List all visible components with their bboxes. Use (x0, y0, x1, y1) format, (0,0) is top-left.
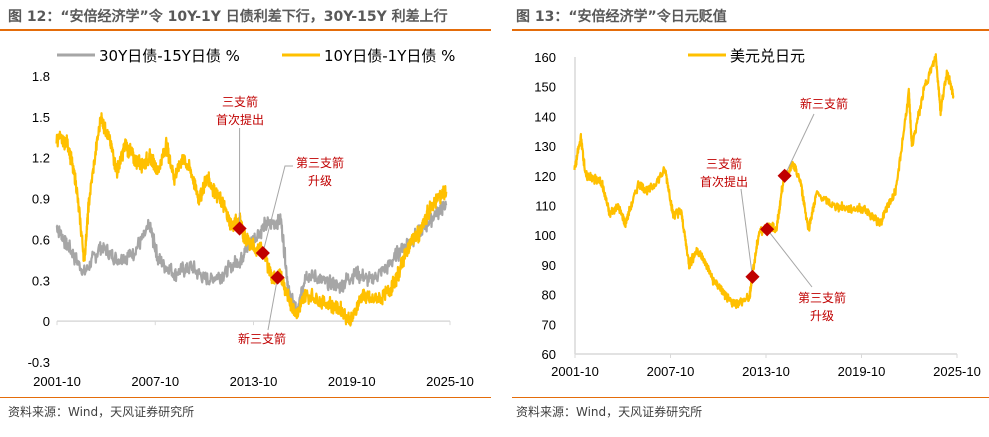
right-source: 资料来源：Wind，天风证券研究所 (516, 405, 703, 419)
y-tick-label: 90 (542, 258, 556, 273)
left-chart: 1.8 1.5 1.2 0.9 0.6 0.3 0 -0.3 2001-10 2007-10 201… (28, 47, 474, 389)
y-tick-label: 1.2 (32, 151, 50, 166)
y-tick-label: 140 (534, 109, 556, 124)
x-tick-label: 2001-10 (33, 374, 81, 389)
y-tick-label: 60 (542, 347, 556, 362)
series-line (55, 112, 448, 327)
x-tick-label: 2019-10 (328, 374, 376, 389)
annotation-label: 三支箭 (222, 94, 258, 109)
annotation-label: 三支箭 (706, 156, 742, 171)
event-marker (232, 221, 247, 236)
annotation-label: 第三支箭 (798, 290, 846, 305)
annotation-label: 新三支箭 (800, 96, 848, 111)
annotation-leader-line (784, 113, 815, 177)
y-tick-label: 0.6 (32, 232, 50, 247)
y-tick-label: 70 (542, 317, 556, 332)
left-source: 资料来源：Wind，天风证券研究所 (8, 405, 195, 419)
y-tick-label: 0.3 (32, 273, 50, 288)
y-tick-label: 0 (43, 314, 50, 329)
annotation-label: 首次提出 (700, 174, 748, 189)
event-marker (777, 168, 792, 183)
y-tick-label: 1.8 (32, 69, 50, 84)
y-tick-label: 130 (534, 139, 556, 154)
right-source-divider (512, 397, 989, 398)
annotation-leader-line (267, 277, 279, 331)
annotation-leader-line (766, 228, 813, 288)
right-chart: 160 150 140 130 120 110 100 90 80 70 60 2001-10 2007… (534, 47, 981, 379)
x-tick-label: 2001-10 (551, 364, 599, 379)
y-tick-label: 1.5 (32, 110, 50, 125)
right-chart-title: 图 13：“安倍经济学”令日元贬值 (516, 9, 727, 25)
left-title-divider (0, 29, 491, 31)
annotation-leader-line (740, 188, 753, 277)
x-tick-label: 2013-10 (742, 364, 790, 379)
legend-label: 美元兑日元 (730, 47, 805, 65)
event-marker (270, 270, 285, 285)
legend-label: 30Y日债-15Y日债 % (99, 47, 240, 65)
series-line (573, 53, 955, 310)
y-tick-label: 110 (535, 199, 556, 214)
event-marker (745, 269, 760, 284)
annotation-label: 升级 (810, 309, 834, 323)
y-tick-label: 150 (534, 80, 556, 95)
y-tick-label: 80 (542, 288, 556, 303)
annotation-label: 新三支箭 (238, 331, 286, 346)
legend-label: 10Y日债-1Y日债 % (324, 47, 455, 65)
x-tick-label: 2019-10 (838, 364, 886, 379)
right-title-divider (512, 29, 989, 31)
x-tick-label: 2025-10 (426, 374, 474, 389)
x-tick-label: 2025-10 (933, 364, 981, 379)
y-tick-label: 160 (534, 50, 556, 65)
x-tick-label: 2007-10 (131, 374, 179, 389)
series-line (55, 200, 448, 318)
x-tick-label: 2013-10 (230, 374, 278, 389)
x-tick-label: 2007-10 (647, 364, 695, 379)
annotation-label: 升级 (308, 174, 332, 188)
y-tick-label: 100 (534, 228, 556, 243)
y-tick-label: 120 (534, 169, 556, 184)
event-marker (255, 245, 270, 261)
y-tick-label: -0.3 (28, 355, 50, 370)
annotation-leader-line (262, 165, 293, 254)
annotation-label: 第三支箭 (296, 155, 344, 170)
left-chart-title: 图 12：“安倍经济学”令 10Y-1Y 日债利差下行，30Y-15Y 利差上行 (8, 9, 448, 25)
left-source-divider (0, 397, 491, 398)
y-tick-label: 0.9 (32, 192, 50, 207)
annotation-label: 首次提出 (216, 112, 264, 127)
